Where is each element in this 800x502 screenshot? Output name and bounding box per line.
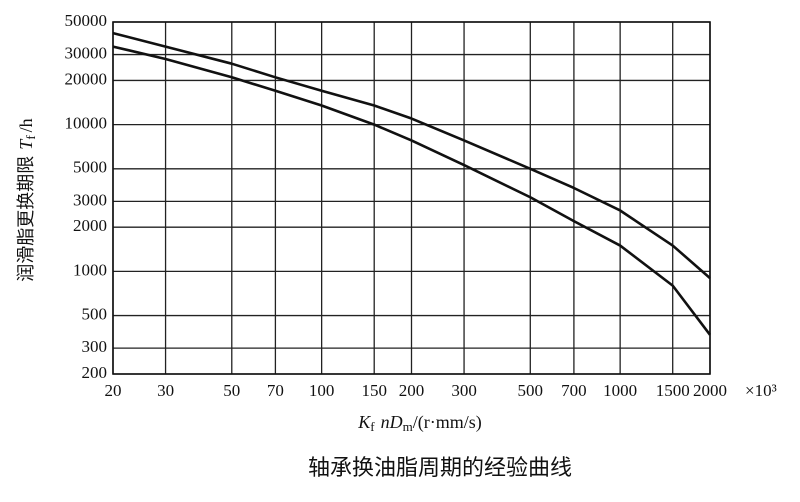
y-tick-label: 5000: [73, 158, 107, 177]
x-label-part: nD: [381, 412, 403, 432]
y-label-sub: f: [23, 135, 38, 140]
x-label-sub: f: [370, 419, 375, 434]
plot-frame: [112, 21, 711, 375]
x-tick-label: 50: [223, 381, 240, 400]
y-label-part: T: [16, 138, 36, 150]
x-label-sub: m: [403, 419, 413, 434]
x-tick-label: 100: [309, 381, 335, 400]
x-tick-label: 20: [105, 381, 122, 400]
x-tick-label: 200: [399, 381, 425, 400]
x-tick-label: 2000: [693, 381, 727, 400]
y-tick-label: 300: [82, 337, 108, 356]
x-tick-label: 700: [561, 381, 587, 400]
chart-title: 轴承换油脂周期的经验曲线: [308, 455, 572, 480]
x-label-part: /(r·mm/s): [413, 412, 482, 433]
x-tick-label: 300: [451, 381, 477, 400]
x-unit: ×10³: [745, 381, 777, 400]
x-tick-label: 500: [518, 381, 544, 400]
x-tick-label: 1500: [656, 381, 690, 400]
x-tick-label: 30: [157, 381, 174, 400]
x-tick-label: 70: [267, 381, 284, 400]
x-tick-label: 150: [361, 381, 387, 400]
y-tick-label: 500: [82, 304, 108, 323]
y-tick-label: 3000: [73, 190, 107, 209]
y-tick-label: 30000: [65, 43, 108, 62]
y-tick-label: 1000: [73, 260, 107, 279]
y-tick-label: 10000: [65, 114, 108, 133]
y-label-part: 润滑脂更换期限: [16, 156, 36, 282]
curve: [112, 31, 711, 280]
x-axis-label: Kf nDm/(r·mm/s): [357, 412, 481, 434]
y-label-part: /h: [16, 118, 36, 132]
curve: [112, 45, 712, 336]
y-tick-label: 200: [82, 363, 108, 382]
y-tick-label: 50000: [65, 11, 108, 30]
y-tick-label: 2000: [73, 216, 107, 235]
y-axis-label: 润滑脂更换期限 Tf/h: [16, 118, 38, 281]
y-tick-label: 20000: [65, 69, 108, 88]
x-tick-label: 1000: [603, 381, 637, 400]
x-label-part: K: [357, 412, 371, 432]
